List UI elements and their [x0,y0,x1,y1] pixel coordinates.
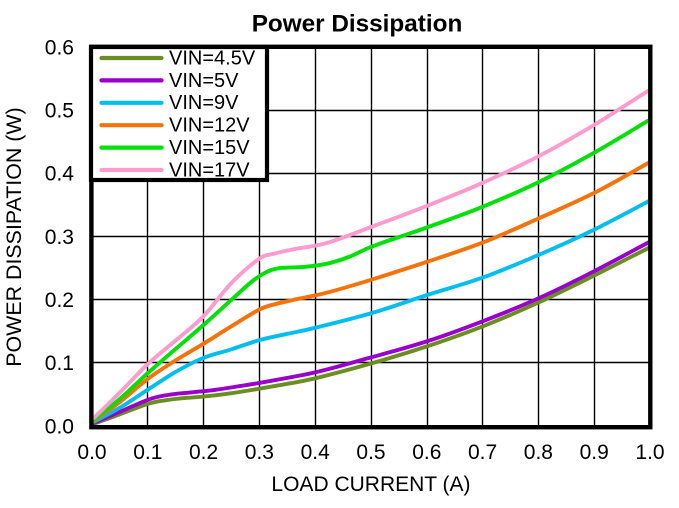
svg-text:0.6: 0.6 [45,36,74,59]
svg-text:0.1: 0.1 [45,352,74,375]
svg-text:0.0: 0.0 [77,441,106,464]
svg-text:0.4: 0.4 [301,441,331,464]
svg-text:0.0: 0.0 [45,415,74,438]
svg-text:0.5: 0.5 [356,441,385,464]
svg-text:0.1: 0.1 [133,441,162,464]
svg-text:VIN=4.5V: VIN=4.5V [169,47,256,69]
svg-text:POWER DISSIPATION (W): POWER DISSIPATION (W) [2,107,26,366]
svg-text:0.7: 0.7 [468,441,497,464]
svg-text:1.0: 1.0 [635,441,664,464]
svg-text:0.2: 0.2 [45,289,74,312]
svg-text:0.3: 0.3 [245,441,274,464]
svg-text:0.6: 0.6 [412,441,441,464]
svg-text:VIN=9V: VIN=9V [169,92,239,114]
svg-text:0.2: 0.2 [189,441,218,464]
svg-text:0.3: 0.3 [45,226,74,249]
svg-text:VIN=5V: VIN=5V [169,70,239,92]
svg-text:Power Dissipation: Power Dissipation [252,11,463,38]
svg-text:0.8: 0.8 [524,441,553,464]
svg-text:0.9: 0.9 [580,441,609,464]
svg-text:LOAD CURRENT (A): LOAD CURRENT (A) [271,473,470,496]
svg-text:VIN=15V: VIN=15V [169,137,250,159]
svg-text:VIN=12V: VIN=12V [169,115,250,137]
svg-text:0.4: 0.4 [45,163,75,186]
svg-text:VIN=17V: VIN=17V [169,159,250,181]
svg-text:0.5: 0.5 [45,100,74,123]
